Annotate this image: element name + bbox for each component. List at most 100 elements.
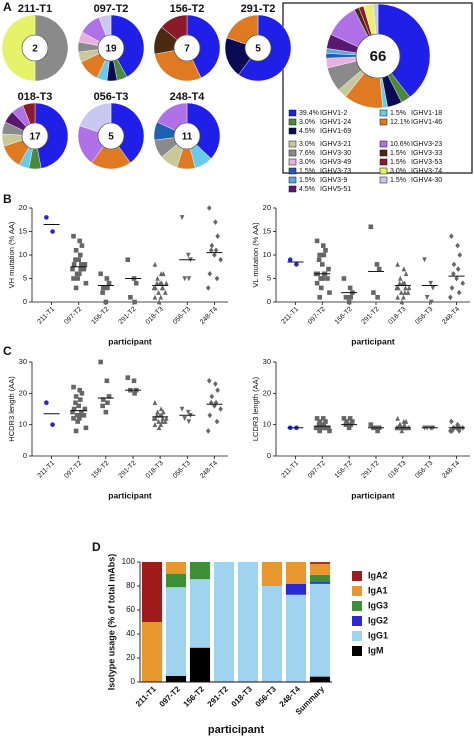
data-point xyxy=(83,280,89,286)
x-tick-label: 211-T1 xyxy=(134,684,158,708)
data-point xyxy=(451,261,457,268)
data-point xyxy=(106,394,112,399)
legend-swatch xyxy=(379,109,388,117)
data-point xyxy=(213,219,218,225)
data-point xyxy=(317,419,322,424)
data-point xyxy=(399,299,405,305)
x-tick-label: 097-T2 xyxy=(63,460,83,480)
data-point xyxy=(73,257,78,262)
data-point xyxy=(76,257,82,262)
legend-swatch xyxy=(379,140,388,148)
panel-label: B xyxy=(3,192,12,206)
data-point xyxy=(75,276,81,281)
data-point xyxy=(98,271,103,277)
data-point xyxy=(375,295,380,300)
y-axis-label: LCDR3 length (AA) xyxy=(251,376,260,441)
y-tick-label: 10 xyxy=(19,420,27,429)
legend-swatch xyxy=(352,571,362,581)
legend-swatch xyxy=(379,158,388,166)
legend-percent: 1.5% xyxy=(390,159,406,166)
y-tick-label: 60 xyxy=(126,605,135,614)
data-point xyxy=(402,289,408,295)
data-point xyxy=(73,248,79,253)
bar-segment xyxy=(141,562,163,622)
data-point xyxy=(132,299,137,305)
data-point xyxy=(318,425,324,431)
legend-label: IgG2 xyxy=(368,615,388,625)
x-tick-label: 056-T3 xyxy=(414,460,434,480)
data-point xyxy=(100,290,105,295)
data-point xyxy=(343,295,349,300)
legend-label: IGHV1-2 xyxy=(320,110,347,117)
legend-swatch xyxy=(288,149,297,157)
legend-swatch xyxy=(288,140,297,148)
x-tick-label: 056-T3 xyxy=(414,306,434,326)
legend-label: IGHV1-46 xyxy=(411,119,442,126)
data-point xyxy=(319,422,325,427)
pie-hole xyxy=(244,34,272,62)
data-point xyxy=(326,266,331,272)
legend-label: IgA1 xyxy=(368,585,388,595)
data-point xyxy=(73,394,79,399)
data-point xyxy=(206,205,212,211)
data-point xyxy=(103,299,109,305)
data-point xyxy=(186,419,192,425)
legend-swatch xyxy=(379,167,388,175)
data-point xyxy=(83,425,89,431)
legend-percent: 4.5% xyxy=(299,186,315,193)
bar-segment xyxy=(189,579,211,648)
data-point xyxy=(105,400,110,406)
data-point xyxy=(401,266,407,272)
data-point xyxy=(157,412,163,418)
legend-label: IGHV3-74 xyxy=(411,168,442,175)
data-point xyxy=(79,409,84,415)
data-point xyxy=(73,428,79,434)
data-point xyxy=(403,271,409,277)
data-point xyxy=(50,229,55,234)
y-tick-label: 30 xyxy=(263,357,271,366)
data-point xyxy=(317,295,322,300)
x-tick-label: 211-T1 xyxy=(280,306,300,326)
data-point xyxy=(44,400,49,406)
data-point xyxy=(344,419,349,424)
legend-percent: 4.5% xyxy=(299,128,315,135)
data-point xyxy=(460,280,466,286)
pie-hole xyxy=(173,122,201,150)
legend-swatch xyxy=(379,176,388,184)
x-tick-label: 056-T3 xyxy=(172,306,192,326)
pie-title: 291-T2 xyxy=(241,3,276,15)
pie-title: 018-T3 xyxy=(18,91,53,103)
data-point xyxy=(164,280,169,286)
x-tick-label: 018-T3 xyxy=(145,460,165,480)
y-tick-label: 20 xyxy=(263,388,271,397)
legend-swatch xyxy=(352,601,362,611)
x-tick-label: 248-T4 xyxy=(441,306,461,326)
data-point xyxy=(74,412,80,418)
data-point xyxy=(456,289,462,296)
data-point xyxy=(182,276,187,282)
data-point xyxy=(350,419,355,424)
x-tick-label: 018-T3 xyxy=(387,460,407,480)
data-point xyxy=(294,262,299,267)
x-tick-label: 248-T4 xyxy=(441,460,461,480)
data-point xyxy=(125,375,131,380)
y-axis-label: HCDR3 length (AA) xyxy=(7,376,16,442)
x-tick-label: 156-T2 xyxy=(90,460,110,480)
data-point xyxy=(457,252,463,258)
data-point xyxy=(214,418,220,425)
x-axis-label: participant xyxy=(351,336,395,346)
data-point xyxy=(316,257,322,262)
data-point xyxy=(151,285,157,291)
data-point xyxy=(341,416,347,421)
x-tick-label: 097-T2 xyxy=(307,460,327,480)
data-point xyxy=(125,257,131,262)
data-point xyxy=(314,280,320,286)
data-point xyxy=(448,294,453,301)
pie-center-label: 19 xyxy=(105,44,117,55)
y-tick-label: 0 xyxy=(131,677,136,686)
legend-label: IgM xyxy=(368,645,384,655)
data-point xyxy=(314,416,320,421)
legend-label: IgA2 xyxy=(368,570,388,580)
y-tick-label: 20 xyxy=(19,388,27,397)
data-point xyxy=(327,290,332,295)
